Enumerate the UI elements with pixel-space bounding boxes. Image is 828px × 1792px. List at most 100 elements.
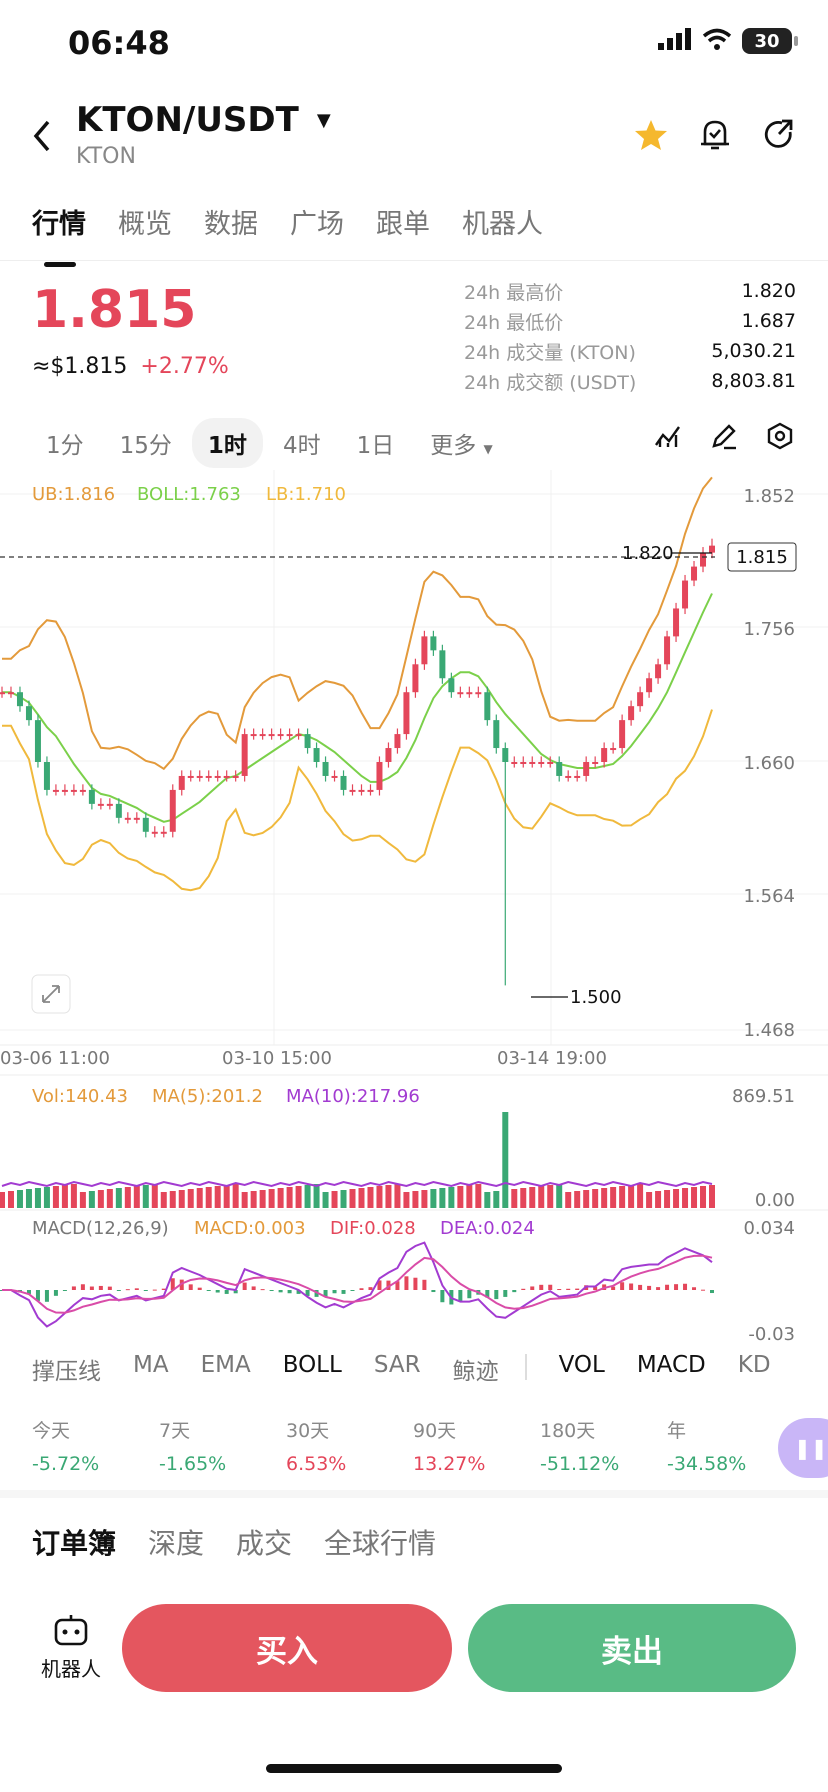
perf-item: 90天 13.27%: [413, 1416, 540, 1475]
macd-bar: [512, 1290, 517, 1293]
ind-whale[interactable]: 鲸迹: [452, 1359, 499, 1385]
volume-bar: [187, 1189, 194, 1208]
macd-bar: [287, 1290, 292, 1294]
volume-bar: [295, 1186, 302, 1208]
volume-bar: [367, 1187, 374, 1208]
ind-support-resistance[interactable]: 撑压线: [32, 1359, 101, 1385]
candle-body: [7, 692, 14, 695]
macd-bar: [377, 1280, 382, 1290]
volume-bar: [691, 1187, 698, 1208]
macd-bar: [593, 1286, 598, 1290]
tab-market[interactable]: 行情: [32, 202, 86, 267]
stat-value: 8,803.81: [711, 370, 796, 392]
share-icon[interactable]: [760, 116, 798, 154]
volume-bar: [394, 1184, 401, 1208]
macd-bar: [71, 1286, 76, 1290]
chevron-down-icon: ▼: [483, 442, 493, 456]
macd-bar: [62, 1290, 67, 1291]
interval-15m[interactable]: 15分: [119, 433, 172, 459]
sell-button[interactable]: 卖出: [468, 1604, 796, 1692]
stat-value: 5,030.21: [711, 340, 796, 362]
draw-pencil-icon[interactable]: [708, 420, 740, 452]
tab-global-market[interactable]: 全球行情: [324, 1527, 437, 1560]
tab-square[interactable]: 广场: [290, 209, 344, 240]
tab-data[interactable]: 数据: [204, 209, 258, 240]
perf-label: 180天: [540, 1420, 596, 1442]
tab-depth[interactable]: 深度: [148, 1527, 205, 1560]
ind-sar[interactable]: SAR: [373, 1352, 421, 1378]
low-marker: 1.500: [570, 987, 622, 1008]
candle-body: [277, 734, 284, 737]
buy-button[interactable]: 买入: [122, 1604, 452, 1692]
volume-bar: [466, 1185, 473, 1208]
boll-lower-line: [2, 709, 713, 892]
volume-bar: [502, 1112, 509, 1208]
ind-boll[interactable]: BOLL: [282, 1352, 342, 1378]
volume-ma10-line: [1, 1180, 713, 1188]
tab-overview[interactable]: 概览: [118, 209, 172, 240]
floating-assistant-button[interactable]: ❚❚: [778, 1418, 828, 1478]
signal-icon: [658, 28, 692, 54]
volume-bar: [655, 1191, 662, 1208]
macd-bar: [89, 1286, 94, 1290]
volume-bar: [43, 1187, 50, 1208]
star-icon[interactable]: [632, 116, 670, 154]
macd-bar: [503, 1290, 508, 1297]
macd-bar: [197, 1287, 202, 1290]
volume-bar: [520, 1188, 527, 1208]
macd-bar: [152, 1289, 157, 1291]
robot-button[interactable]: 机器人: [36, 1614, 106, 1682]
back-button[interactable]: [30, 118, 54, 161]
candle-body: [376, 762, 383, 790]
candle-body: [556, 762, 563, 776]
ind-ema[interactable]: EMA: [200, 1352, 251, 1378]
volume-bar: [25, 1189, 32, 1208]
interval-4h[interactable]: 4时: [282, 433, 321, 459]
alert-bell-icon[interactable]: [696, 116, 734, 154]
ind-ma[interactable]: MA: [133, 1352, 169, 1378]
interval-1d[interactable]: 1日: [356, 433, 395, 459]
candle-body: [493, 720, 500, 749]
volume-bar: [97, 1190, 104, 1208]
legend-boll: BOLL:1.763: [137, 484, 241, 505]
ind-vol[interactable]: VOL: [558, 1352, 605, 1378]
perf-item: 今天 -5.72%: [32, 1416, 159, 1475]
macd-bar: [674, 1284, 679, 1290]
candle-body: [124, 817, 131, 820]
tab-copy-trading[interactable]: 跟单: [376, 209, 430, 240]
interval-1h[interactable]: 1时: [191, 418, 263, 468]
y-tick: 1.660: [743, 753, 795, 774]
volume-bar: [673, 1189, 680, 1208]
ind-kd[interactable]: KD: [737, 1352, 771, 1378]
current-price-tag-text: 1.815: [736, 547, 788, 568]
macd-bar: [44, 1290, 49, 1302]
volume-bar: [583, 1190, 590, 1208]
tab-robot[interactable]: 机器人: [462, 209, 543, 240]
candle-body: [421, 636, 428, 665]
candle-body: [394, 734, 401, 749]
ind-macd[interactable]: MACD: [636, 1352, 706, 1378]
interval-1m[interactable]: 1分: [46, 433, 84, 459]
candlestick-chart[interactable]: 1.815 1.820 1.500 UB:1.816 BOLL:1.763 LB…: [0, 470, 828, 1350]
volume-bar: [439, 1188, 446, 1208]
macd-bar: [557, 1289, 562, 1291]
tab-trades[interactable]: 成交: [236, 1527, 293, 1560]
pair-selector[interactable]: KTON/USDT ▼: [76, 100, 331, 140]
volume-bar: [709, 1185, 715, 1208]
indicator-icon[interactable]: [652, 420, 684, 452]
tab-orderbook[interactable]: 订单簿: [32, 1527, 117, 1560]
y-tick: 1.852: [743, 486, 795, 507]
candle-body: [331, 775, 338, 778]
settings-hex-icon[interactable]: [764, 420, 796, 452]
stat-label: 24h 最低价: [464, 311, 564, 334]
volume-bar: [268, 1189, 275, 1208]
status-time: 06:48: [68, 24, 170, 62]
volume-bar: [637, 1184, 644, 1208]
macd-bar: [665, 1284, 670, 1290]
interval-more[interactable]: 更多 ▼: [414, 418, 509, 468]
macd-bar: [350, 1290, 355, 1291]
volume-bar: [349, 1189, 356, 1208]
candle-body: [160, 831, 167, 834]
volume-bar: [331, 1191, 338, 1208]
volume-bar: [628, 1185, 635, 1208]
